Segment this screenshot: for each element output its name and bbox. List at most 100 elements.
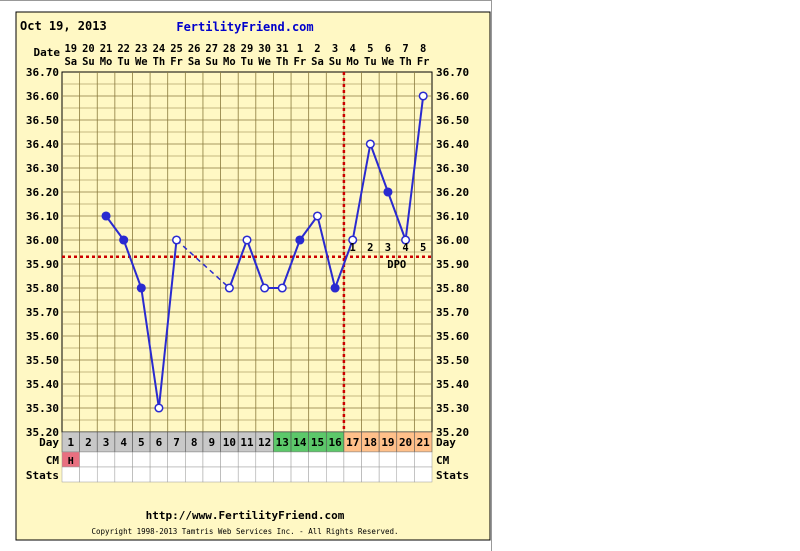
cycle-day-label: 14 [293,436,307,449]
cm-cell [414,451,433,468]
temperature-point [330,283,340,293]
cycle-day-label: 16 [328,436,342,449]
y-tick-label: 36.20 [436,186,469,199]
y-axis-left: 35.20 35.30 35.40 35.50 35.60 35.70 35.80 35.90… [26,66,59,439]
temperature-point [312,211,323,221]
weekday-label: Fr [417,56,430,68]
date-row-label: Date [34,46,61,59]
stats-cell [96,466,116,483]
temperature-segment [351,143,372,241]
cycle-day-label: 7 [173,436,180,449]
weekday-label: Tu [117,56,130,68]
cycle-day-label: 4 [120,436,127,449]
weekday-label: Sa [311,56,324,68]
stats-cell [220,466,239,483]
temperature-segment [299,215,319,241]
y-tick-label: 35.40 [436,378,469,391]
temperature-point [101,211,111,221]
y-tick-label: 35.60 [436,330,469,343]
date-label: 24 [153,43,166,55]
stats-cell [396,466,415,483]
cycle-day-label: 6 [156,436,163,449]
cm-cell [308,451,327,468]
temperature-point [295,235,305,245]
y-tick-label: 35.40 [26,378,59,391]
weekday-label: We [382,56,395,68]
y-tick-label: 36.50 [436,114,469,127]
stats-cell [114,466,133,483]
cycle-day-label: 21 [417,436,431,449]
cycle-day-label: 13 [276,436,289,449]
row-label-left: CM [46,454,60,467]
cycle-day-label: 20 [399,436,412,449]
temperature-segment [387,191,407,241]
y-tick-label: 36.70 [436,66,469,79]
y-tick-label: 35.30 [436,402,469,415]
cycle-day-label: 11 [240,436,254,449]
temperature-line [105,95,425,409]
y-tick-label: 35.50 [26,354,59,367]
date-label: 27 [205,43,218,55]
cm-cell [220,451,239,468]
date-label: 25 [170,43,183,55]
row-label-left: Day [39,436,59,449]
cm-cell [149,451,168,468]
cm-cell [361,451,380,468]
temperature-point [242,235,252,245]
y-tick-label: 35.20 [26,426,59,439]
temperature-point [277,283,287,293]
y-tick-label: 35.90 [436,258,469,271]
y-tick-label: 36.30 [436,162,469,175]
date-label: 19 [64,43,77,55]
temperature-point [418,91,428,101]
cycle-day-label: 2 [85,436,92,449]
temperature-segment [281,239,301,289]
y-tick-label: 35.80 [436,282,469,295]
date-label: 31 [276,43,289,55]
y-tick-label: 36.50 [26,114,59,127]
temperature-point [119,235,129,245]
stats-cell [378,466,398,483]
weekday-label: Fr [170,56,183,68]
cm-cell [343,451,362,468]
y-tick-label: 35.90 [26,258,59,271]
stats-cell [61,466,80,483]
stats-cell [79,466,98,483]
temperature-segment [246,239,266,289]
temperature-segment [404,95,425,241]
temperature-segment [369,143,389,193]
coverline [62,72,432,432]
weekday-label: Su [82,56,95,68]
cm-cell [167,451,186,468]
cm-cell [202,451,221,468]
temperature-point [348,235,358,245]
weekday-label: Th [399,56,412,68]
y-axis-right: 35.20 35.30 35.40 35.50 35.60 35.70 35.80 35.90… [436,66,469,439]
weekday-label: Tu [241,56,254,68]
stats-cell [149,466,168,483]
weekday-label: Su [329,56,342,68]
y-tick-label: 36.40 [436,138,469,151]
cycle-day-label: 12 [258,436,271,449]
temperature-segment [334,239,354,289]
stats-cell [308,466,327,483]
y-tick-label: 35.60 [26,330,59,343]
cm-cell [396,451,415,468]
footer-copyright: Copyright 1998-2013 Tamtris Web Services… [91,527,398,536]
weekday-label: Su [205,56,218,68]
cycle-day-label: 19 [381,436,394,449]
temperature-segment [140,287,160,409]
cycle-day-label: 3 [103,436,110,449]
stats-cell [132,466,151,483]
y-tick-label: 36.40 [26,138,59,151]
y-tick-label: 35.20 [436,426,469,439]
date-label: 20 [82,43,95,55]
cm-cell [132,451,151,468]
cycle-day-label: 15 [311,436,324,449]
cm-cell [255,451,274,468]
y-tick-label: 35.50 [436,354,469,367]
stats-cell [255,466,274,483]
date-label: 26 [188,43,201,55]
y-tick-label: 36.20 [26,186,59,199]
cm-cell [237,451,257,468]
